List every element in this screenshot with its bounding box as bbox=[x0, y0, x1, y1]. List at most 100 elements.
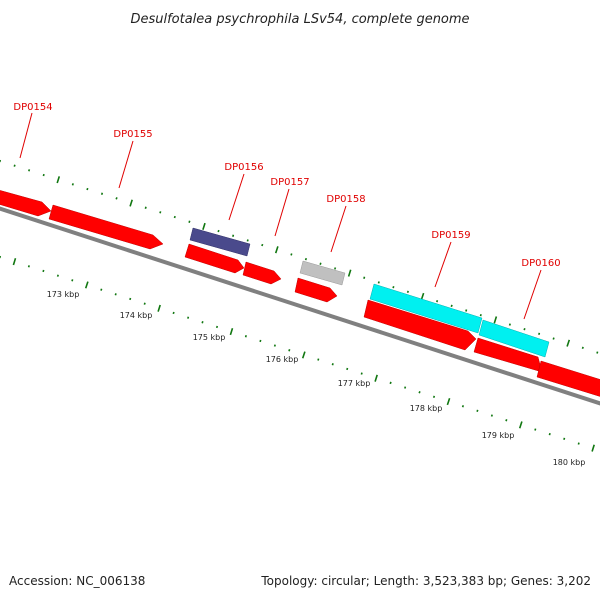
scale-label: 177 kbp bbox=[338, 379, 371, 388]
gene-arrow-dp0156[interactable] bbox=[184, 243, 245, 274]
minor-tick bbox=[389, 381, 392, 385]
gray-feature[interactable] bbox=[299, 260, 346, 286]
cyan-feature-dp0160[interactable] bbox=[478, 319, 550, 358]
minor-tick bbox=[331, 363, 334, 366]
major-tick bbox=[84, 281, 89, 289]
minor-tick bbox=[86, 187, 89, 191]
gene-label-dp0154[interactable]: DP0154 bbox=[13, 102, 52, 113]
map-title: Desulfotalea psychrophila LSv54, complet… bbox=[130, 12, 469, 27]
major-tick bbox=[566, 339, 571, 347]
minor-tick bbox=[317, 358, 320, 361]
minor-tick bbox=[261, 243, 264, 247]
gene-label-dp0157[interactable]: DP0157 bbox=[270, 177, 309, 188]
minor-tick bbox=[100, 288, 103, 291]
major-tick bbox=[274, 246, 279, 254]
scale-ruler bbox=[0, 255, 595, 452]
minor-tick bbox=[273, 344, 276, 347]
minor-tick bbox=[259, 339, 262, 343]
minor-tick bbox=[581, 346, 584, 350]
gene-label-dp0155[interactable]: DP0155 bbox=[113, 129, 152, 140]
genome-backbone bbox=[0, 206, 600, 406]
feature-track-upper bbox=[189, 227, 550, 358]
minor-tick bbox=[159, 211, 162, 214]
minor-tick bbox=[432, 395, 436, 399]
minor-tick bbox=[42, 173, 45, 177]
major-tick bbox=[229, 328, 234, 336]
gene-label-dp0160[interactable]: DP0160 bbox=[521, 258, 560, 269]
minor-tick bbox=[334, 267, 337, 270]
major-tick bbox=[157, 304, 161, 312]
gene-arrow-dp0161[interactable] bbox=[536, 360, 600, 398]
minor-tick bbox=[290, 253, 293, 256]
scale-label: 178 kbp bbox=[410, 404, 443, 413]
minor-tick bbox=[461, 405, 465, 408]
major-tick bbox=[56, 176, 61, 184]
leader-line bbox=[330, 205, 347, 253]
minor-tick bbox=[538, 332, 541, 336]
leader-line bbox=[434, 241, 452, 288]
minor-tick bbox=[406, 290, 409, 294]
minor-tick bbox=[490, 414, 493, 417]
minor-tick bbox=[114, 293, 117, 296]
gene-label-dp0159[interactable]: DP0159 bbox=[431, 230, 470, 241]
minor-tick bbox=[143, 302, 146, 305]
major-tick bbox=[446, 397, 451, 406]
gene-arrow-dp0159[interactable] bbox=[363, 299, 477, 351]
major-tick bbox=[591, 444, 595, 452]
major-tick bbox=[420, 292, 425, 301]
minor-tick bbox=[232, 234, 235, 237]
scale-label: 179 kbp bbox=[482, 431, 515, 440]
minor-tick bbox=[596, 351, 599, 354]
minor-tick bbox=[215, 325, 219, 329]
minor-tick bbox=[304, 257, 308, 261]
minor-tick bbox=[377, 281, 380, 284]
minor-tick bbox=[188, 220, 191, 223]
major-tick bbox=[374, 374, 378, 382]
purple-feature[interactable] bbox=[189, 227, 251, 257]
cds-track bbox=[0, 189, 600, 398]
minor-tick bbox=[508, 323, 511, 326]
minor-tick bbox=[577, 442, 580, 445]
scale-label: 174 kbp bbox=[120, 311, 153, 320]
minor-tick bbox=[246, 239, 249, 242]
leader-line bbox=[523, 269, 542, 320]
gene-arrow-dp0154[interactable] bbox=[0, 189, 52, 217]
minor-tick bbox=[129, 297, 132, 301]
minor-tick bbox=[42, 269, 45, 273]
scale-labels: 173 kbp 174 kbp 175 kbp 176 kbp 177 kbp … bbox=[47, 290, 586, 467]
minor-tick bbox=[71, 279, 74, 282]
minor-tick bbox=[172, 311, 175, 315]
minor-tick bbox=[465, 309, 468, 312]
minor-tick bbox=[436, 299, 439, 303]
minor-tick bbox=[363, 276, 366, 279]
gene-label-dp0158[interactable]: DP0158 bbox=[326, 194, 365, 205]
minor-tick bbox=[100, 192, 104, 195]
major-tick bbox=[301, 351, 306, 359]
minor-tick bbox=[13, 164, 16, 167]
minor-tick bbox=[28, 169, 31, 172]
minor-tick bbox=[115, 197, 118, 200]
gene-arrow-dp0155[interactable] bbox=[48, 204, 164, 250]
minor-tick bbox=[476, 409, 479, 413]
leader-line bbox=[274, 188, 290, 237]
scale-label: 175 kbp bbox=[193, 333, 226, 342]
minor-tick bbox=[552, 337, 555, 340]
minor-tick bbox=[418, 391, 421, 394]
minor-tick bbox=[548, 432, 551, 436]
minor-tick bbox=[56, 274, 59, 277]
gene-arrow-dp0158[interactable] bbox=[294, 277, 338, 303]
minor-tick bbox=[144, 206, 147, 209]
minor-tick bbox=[346, 367, 349, 371]
upper-tick-row bbox=[0, 159, 599, 354]
gene-label-dp0156[interactable]: DP0156 bbox=[224, 162, 263, 173]
minor-tick bbox=[523, 327, 526, 331]
scale-label: 176 kbp bbox=[266, 355, 299, 364]
minor-tick bbox=[479, 313, 482, 317]
cyan-feature-dp0159[interactable] bbox=[369, 283, 483, 334]
minor-tick bbox=[217, 229, 220, 233]
minor-tick bbox=[563, 437, 566, 441]
minor-tick bbox=[505, 419, 508, 422]
gene-arrow-dp0157[interactable] bbox=[242, 261, 282, 285]
gene-labels: DP0154 DP0155 DP0156 DP0157 DP0158 DP015… bbox=[13, 102, 561, 320]
